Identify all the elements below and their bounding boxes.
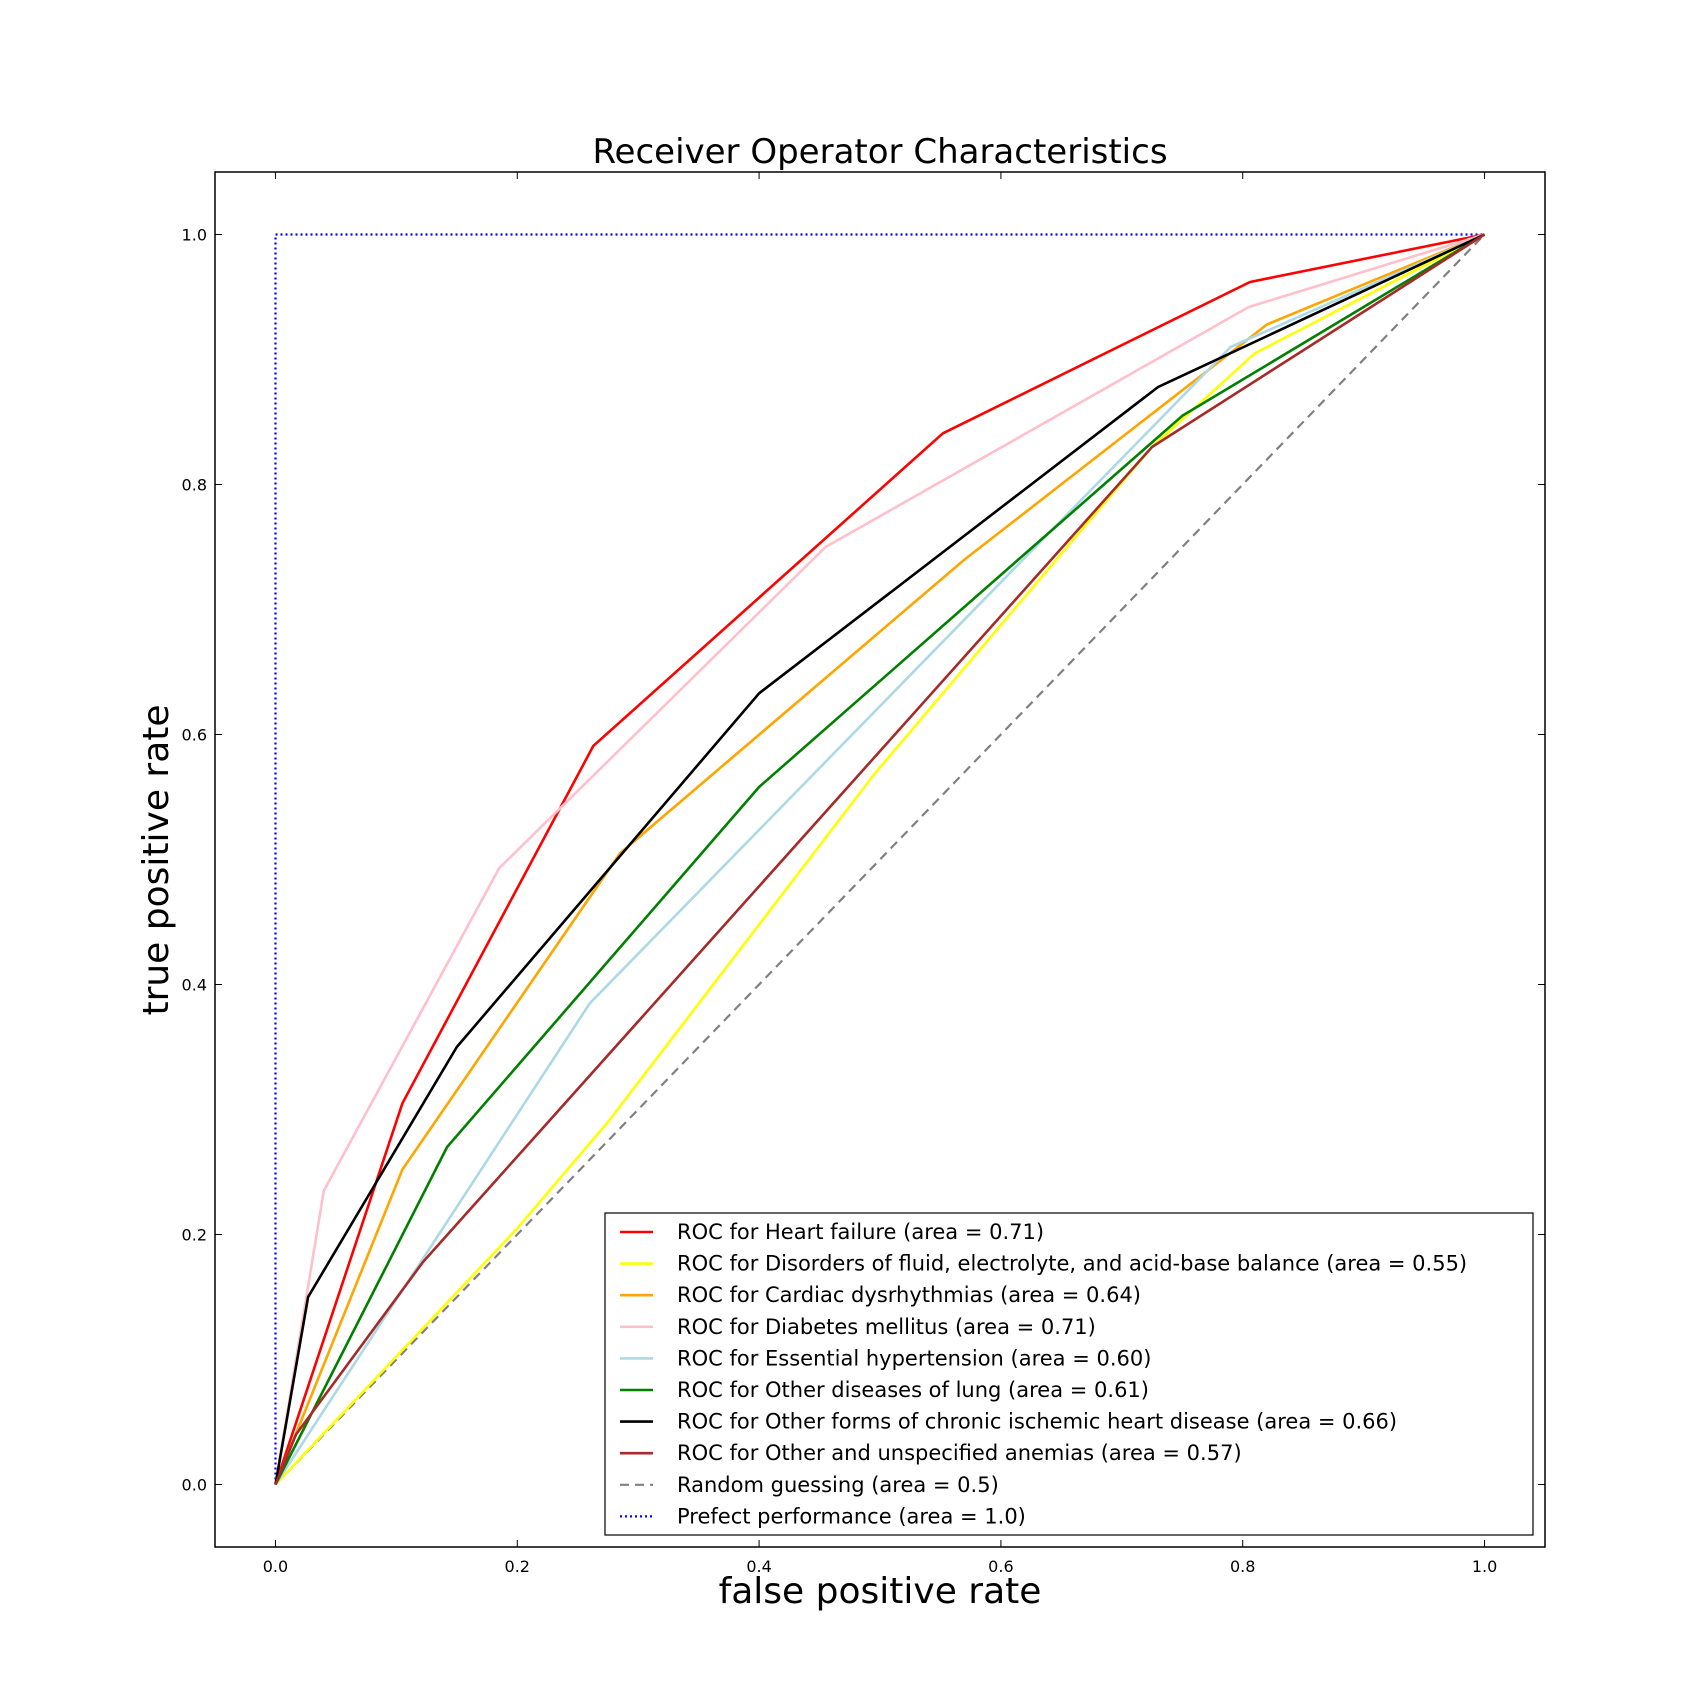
series-line-9 — [274, 233, 1485, 1485]
x-tick-label: 0.8 — [1230, 1557, 1255, 1576]
y-tick-label: 1.0 — [182, 226, 207, 245]
series-line-7 — [274, 233, 1486, 1485]
legend-entry-0: ROC for Heart failure (area = 0.71) — [677, 1220, 1044, 1244]
x-tick-label: 0.2 — [505, 1557, 530, 1576]
x-tick-label: 0.4 — [746, 1557, 771, 1576]
y-tick-label: 0.8 — [182, 476, 207, 495]
plot-frame — [214, 171, 1546, 1548]
x-axis-title: false positive rate — [719, 1571, 1042, 1612]
y-tick-label: 0.0 — [182, 1476, 207, 1495]
legend-entry-1: ROC for Disorders of fluid, electrolyte,… — [677, 1252, 1467, 1276]
x-tick-label: 0.0 — [263, 1557, 288, 1576]
legend-entry-9: Prefect performance (area = 1.0) — [677, 1504, 1026, 1528]
legend-entry-8: Random guessing (area = 0.5) — [677, 1473, 999, 1497]
legend-entry-4: ROC for Essential hypertension (area = 0… — [677, 1346, 1151, 1370]
series-line-6 — [274, 233, 1486, 1485]
series-line-0 — [274, 233, 1485, 1485]
series-line-5 — [274, 233, 1486, 1486]
series-line-2 — [274, 233, 1485, 1485]
axis-ticks: 0.0 0.2 0.4 0.6 0.8 1.0 0.0 0.2 0.4 0.6 0.8 1.0 — [182, 172, 1545, 1576]
chart-title: Receiver Operator Characteristics — [592, 132, 1167, 172]
plot-area — [274, 233, 1486, 1486]
x-tick-label: 0.6 — [988, 1557, 1013, 1576]
legend-entry-7: ROC for Other and unspecified anemias (a… — [677, 1441, 1242, 1465]
legend-entry-3: ROC for Diabetes mellitus (area = 0.71) — [677, 1315, 1096, 1339]
legend-entry-2: ROC for Cardiac dysrhythmias (area = 0.6… — [677, 1283, 1141, 1307]
legend-entry-6: ROC for Other forms of chronic ischemic … — [677, 1410, 1397, 1434]
legend-box — [604, 1212, 1534, 1536]
legend-entry-5: ROC for Other diseases of lung (area = 0… — [677, 1378, 1149, 1402]
series-line-8 — [274, 233, 1486, 1486]
x-tick-label: 1.0 — [1472, 1557, 1497, 1576]
y-axis-title: true positive rate — [136, 704, 177, 1015]
y-tick-label: 0.6 — [182, 726, 207, 745]
y-tick-label: 0.4 — [182, 976, 207, 995]
series-line-4 — [274, 233, 1486, 1486]
legend: ROC for Heart failure (area = 0.71) ROC f… — [604, 1212, 1534, 1536]
series-line-1 — [274, 233, 1486, 1486]
series-line-3 — [274, 233, 1485, 1485]
y-tick-label: 0.2 — [182, 1226, 207, 1245]
